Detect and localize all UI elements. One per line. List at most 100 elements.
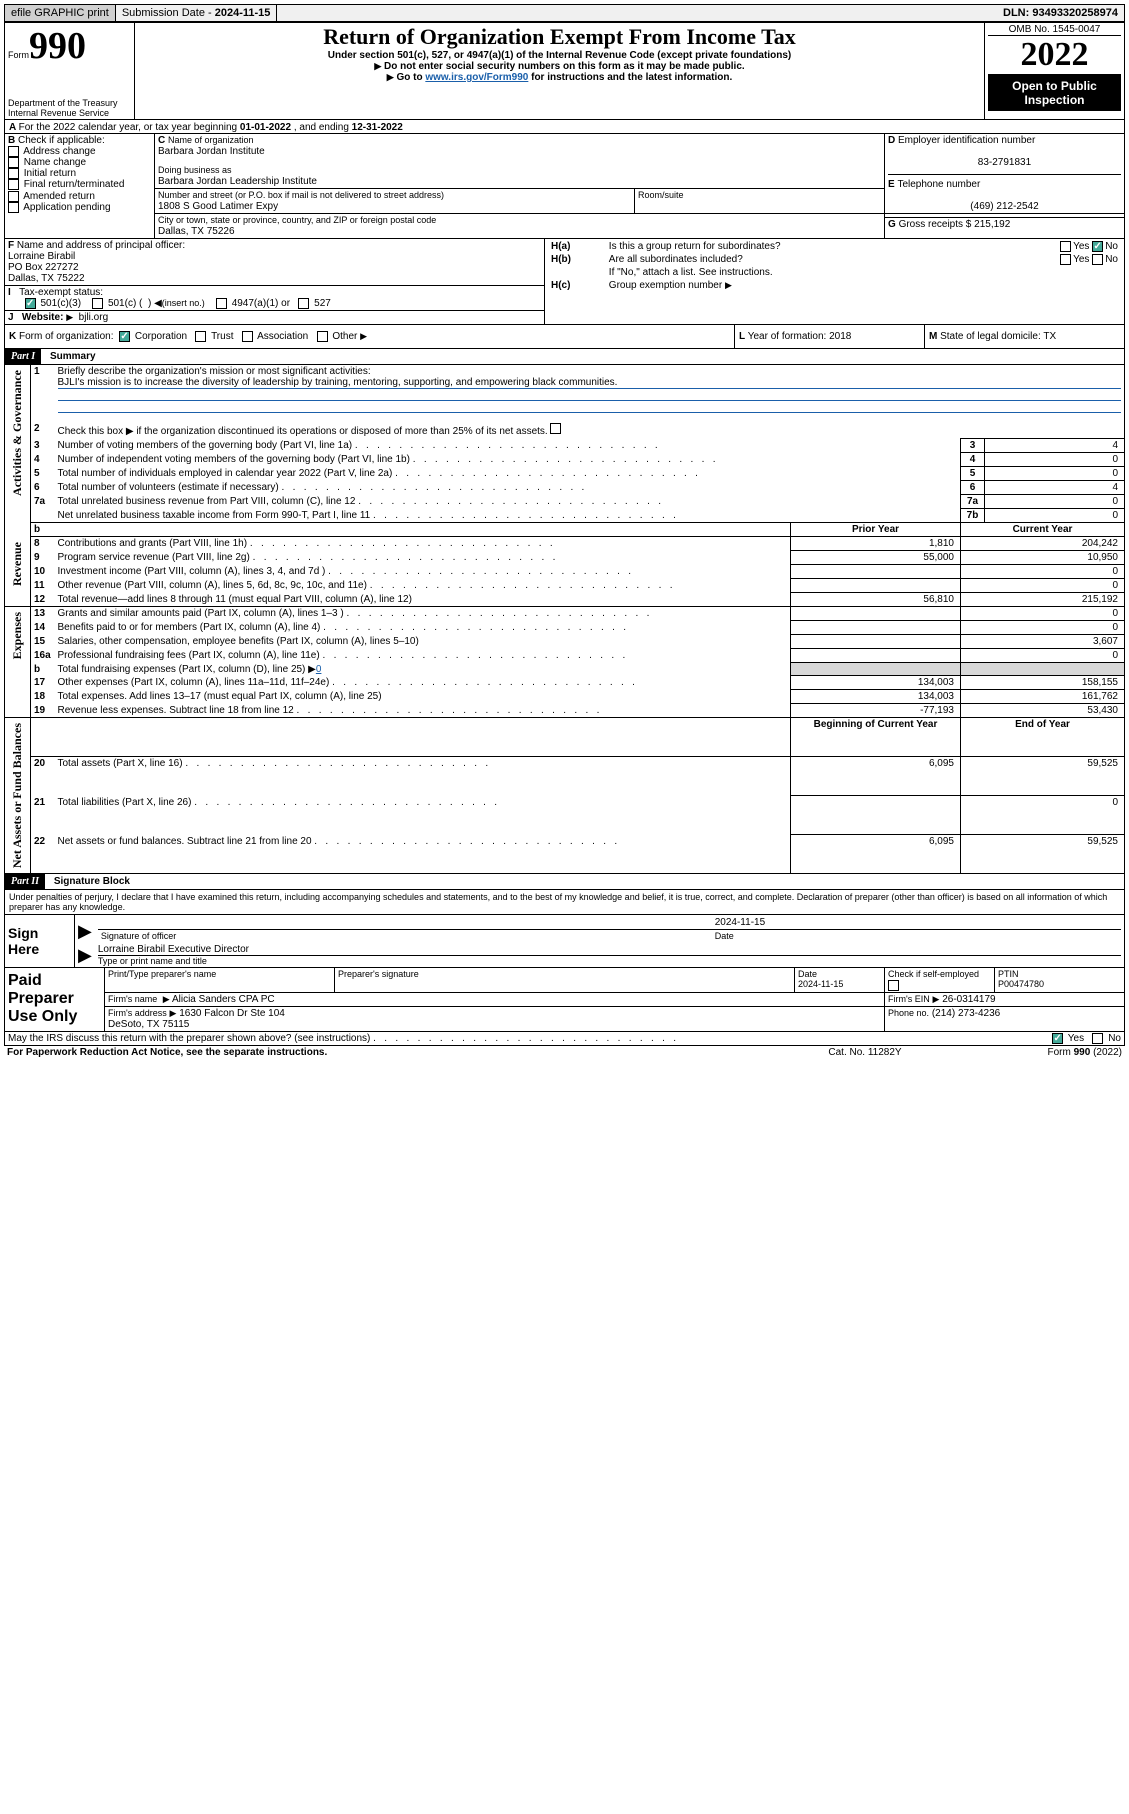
footer-cat: Cat. No. 11282Y xyxy=(765,1046,965,1059)
tax-year: 2022 xyxy=(988,36,1121,75)
sign-here-block: Sign Here ▶ 2024-11-15 Signature of offi… xyxy=(4,915,1125,968)
Ha-no: No xyxy=(1105,241,1118,252)
name-change-checkbox[interactable] xyxy=(8,157,19,168)
row-text: Total unrelated business revenue from Pa… xyxy=(55,495,961,509)
prep-date-cell: Date2024-11-15 xyxy=(795,968,885,992)
row-num: 5 xyxy=(31,467,55,481)
row-text: Number of voting members of the governin… xyxy=(55,439,961,453)
line2-checkbox[interactable] xyxy=(550,423,561,434)
C-room-label: Room/suite xyxy=(638,190,684,200)
527-checkbox[interactable] xyxy=(298,298,309,309)
part1-title: Summary xyxy=(44,349,102,364)
paid-preparer-label: Paid Preparer Use Only xyxy=(5,968,105,1031)
Ha-no-checkbox[interactable] xyxy=(1092,241,1103,252)
col-end: End of Year xyxy=(961,718,1125,757)
discuss-no-checkbox[interactable] xyxy=(1092,1033,1103,1044)
row-current: 158,155 xyxy=(961,676,1125,690)
row-text: Net unrelated business taxable income fr… xyxy=(55,509,961,523)
row-current: 0 xyxy=(961,565,1125,579)
initial-return-checkbox[interactable] xyxy=(8,168,19,179)
final-return-checkbox[interactable] xyxy=(8,179,19,190)
exp-row: 17Other expenses (Part IX, column (A), l… xyxy=(5,676,1125,690)
col-prior: Prior Year xyxy=(791,523,961,537)
row-num: 13 xyxy=(31,607,55,621)
row-prior: -77,193 xyxy=(791,704,961,718)
row-box: 7b xyxy=(961,509,985,523)
irs-link[interactable]: www.irs.gov/Form990 xyxy=(425,72,528,83)
efile-print-button[interactable]: efile GRAPHIC print xyxy=(5,5,116,21)
B-label: Check if applicable: xyxy=(18,135,105,146)
prep-date-value: 2024-11-15 xyxy=(798,979,843,989)
Ha-yes: Yes xyxy=(1073,241,1089,252)
row-val: 0 xyxy=(985,495,1125,509)
sign-arrow-icon: ▶ xyxy=(75,943,95,968)
col-headers: b Prior Year Current Year xyxy=(5,523,1125,537)
officer-sig-line xyxy=(98,916,712,930)
row-prior: 56,810 xyxy=(791,593,961,607)
exp-row: 14Benefits paid to or for members (Part … xyxy=(5,621,1125,635)
assoc-checkbox[interactable] xyxy=(242,331,253,342)
row-num: 16a xyxy=(31,649,55,663)
fundraising-link[interactable]: 0 xyxy=(316,664,322,675)
line2-text: Check this box ▶ if the organization dis… xyxy=(58,426,548,437)
K-o1: Corporation xyxy=(135,331,187,342)
prep-sig-label: Preparer's signature xyxy=(338,969,419,979)
gov-row: 7aTotal unrelated business revenue from … xyxy=(5,495,1125,509)
501c3-checkbox[interactable] xyxy=(25,298,36,309)
G-label: Gross receipts $ xyxy=(899,219,972,230)
row-current: 0 xyxy=(961,649,1125,663)
prep-name-cell: Print/Type preparer's name xyxy=(105,968,335,992)
row-text: Total assets (Part X, line 16) xyxy=(55,757,791,796)
app-pending-checkbox[interactable] xyxy=(8,202,19,213)
501c-checkbox[interactable] xyxy=(92,298,103,309)
form-number: 990 xyxy=(29,25,86,67)
vlabel-expenses: Expenses xyxy=(8,608,27,663)
firm-name-label: Firm's name xyxy=(108,994,157,1004)
Hb-no-checkbox[interactable] xyxy=(1092,254,1103,265)
row-prior: 134,003 xyxy=(791,676,961,690)
self-emp-label: Check if self-employed xyxy=(888,969,979,979)
self-emp-cell: Check if self-employed xyxy=(885,968,995,992)
discuss-yes-checkbox[interactable] xyxy=(1052,1033,1063,1044)
exp-row: 15Salaries, other compensation, employee… xyxy=(5,635,1125,649)
officer-printed-name: Lorraine Birabil Executive Director xyxy=(98,944,1121,956)
C-dba-label: Doing business as xyxy=(158,165,232,175)
other-checkbox[interactable] xyxy=(317,331,328,342)
form-subtitle-2: Do not enter social security numbers on … xyxy=(138,61,981,72)
submission-date: Submission Date - 2024-11-15 xyxy=(116,5,278,21)
trust-checkbox[interactable] xyxy=(195,331,206,342)
Ha-yes-checkbox[interactable] xyxy=(1060,241,1071,252)
addr-change-checkbox[interactable] xyxy=(8,146,19,157)
Hb-no: No xyxy=(1105,254,1118,265)
K-o3: Association xyxy=(257,331,308,342)
firm-name-value: Alicia Sanders CPA PC xyxy=(172,994,275,1005)
4947-checkbox[interactable] xyxy=(216,298,227,309)
amended-return-checkbox[interactable] xyxy=(8,191,19,202)
sig-officer-label: Signature of officer xyxy=(98,930,712,943)
section-J: J Website: bjli.org xyxy=(5,311,545,325)
Ha-text: Is this a group return for subordinates? xyxy=(606,240,1001,253)
firm-ein-label: Firm's EIN xyxy=(888,994,930,1004)
row-begin xyxy=(791,796,961,835)
row-box: 4 xyxy=(961,453,985,467)
self-emp-checkbox[interactable] xyxy=(888,980,899,991)
row-prior xyxy=(791,579,961,593)
Hb-yes-checkbox[interactable] xyxy=(1060,254,1071,265)
line1: Briefly describe the organization's miss… xyxy=(55,365,1125,422)
row-box: 7a xyxy=(961,495,985,509)
sig-date-value: 2024-11-15 xyxy=(712,916,1121,930)
sign-here-label: Sign Here xyxy=(5,915,75,968)
row-num: 7a xyxy=(31,495,55,509)
K-o2: Trust xyxy=(211,331,233,342)
corp-checkbox[interactable] xyxy=(119,331,130,342)
I-label: Tax-exempt status: xyxy=(19,287,103,298)
section-C-city: City or town, state or province, country… xyxy=(155,214,885,239)
row-num: 22 xyxy=(31,835,55,874)
sig-date-label: Date xyxy=(712,930,1121,943)
section-M: M State of legal domicile: TX xyxy=(925,325,1125,349)
row-text: Benefits paid to or for members (Part IX… xyxy=(55,621,791,635)
Hc-text: Group exemption number xyxy=(609,280,722,291)
row-num: 20 xyxy=(31,757,55,796)
K-o4: Other xyxy=(332,331,357,342)
officer-name: Lorraine Birabil xyxy=(8,251,75,262)
